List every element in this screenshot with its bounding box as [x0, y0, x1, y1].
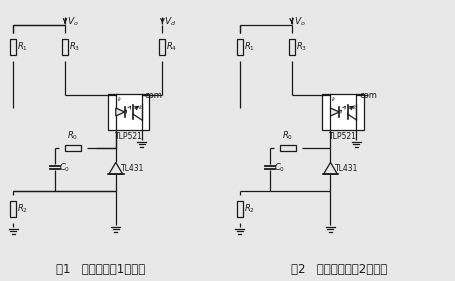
- Bar: [288, 39, 294, 55]
- Polygon shape: [109, 162, 122, 174]
- Bar: [237, 39, 243, 55]
- Text: $I_C$: $I_C$: [137, 103, 144, 112]
- Bar: [10, 39, 16, 55]
- Bar: [159, 39, 165, 55]
- Text: $C_0$: $C_0$: [59, 161, 70, 174]
- Polygon shape: [330, 108, 339, 116]
- Text: $R_1$: $R_1$: [243, 40, 254, 53]
- Text: $R_0$: $R_0$: [67, 129, 78, 142]
- Bar: [322, 94, 364, 130]
- Text: com: com: [144, 91, 162, 100]
- Bar: [62, 39, 68, 55]
- Text: TL431: TL431: [121, 164, 144, 173]
- Text: $R_1$: $R_1$: [17, 40, 28, 53]
- Text: $V_d$: $V_d$: [164, 15, 176, 28]
- Text: $R_2$: $R_2$: [17, 203, 28, 215]
- Text: $I_f$: $I_f$: [116, 95, 122, 104]
- Text: $V_o$: $V_o$: [293, 15, 305, 28]
- Bar: [10, 201, 16, 217]
- Text: $V_o$: $V_o$: [67, 15, 79, 28]
- Text: com: com: [359, 91, 376, 100]
- Text: TL431: TL431: [335, 164, 358, 173]
- Text: TLP521: TLP521: [114, 132, 142, 141]
- Text: $R_4$: $R_4$: [166, 40, 177, 53]
- Text: $R_2$: $R_2$: [243, 203, 254, 215]
- Text: $R_3$: $R_3$: [69, 40, 80, 53]
- Text: $C_0$: $C_0$: [273, 161, 284, 174]
- Bar: [279, 145, 295, 151]
- Bar: [107, 94, 149, 130]
- Polygon shape: [323, 162, 337, 174]
- Polygon shape: [116, 108, 125, 116]
- Bar: [237, 201, 243, 217]
- Text: 图2   光耦反馈的第2种接法: 图2 光耦反馈的第2种接法: [291, 263, 387, 276]
- Text: $I_C$: $I_C$: [352, 103, 359, 112]
- Text: $I_f$: $I_f$: [331, 95, 337, 104]
- Text: $R_0$: $R_0$: [282, 129, 293, 142]
- Text: $R_3$: $R_3$: [295, 40, 306, 53]
- Bar: [65, 145, 81, 151]
- Text: TLP521: TLP521: [329, 132, 356, 141]
- Text: 图1   光耦反馈第1种接法: 图1 光耦反馈第1种接法: [56, 263, 145, 276]
